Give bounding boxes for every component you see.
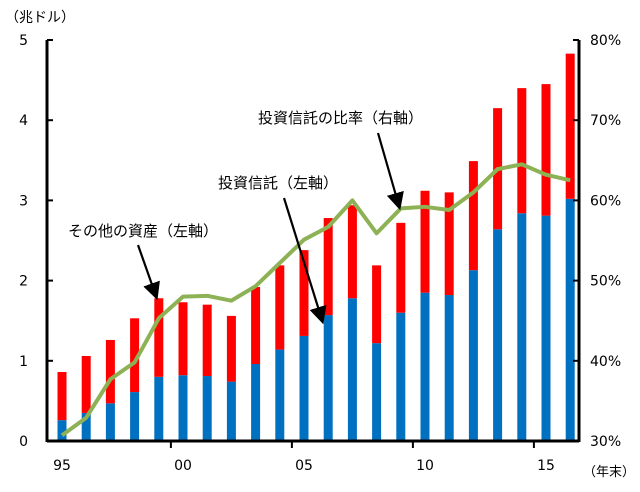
bar-other-assets-1996 bbox=[81, 355, 91, 413]
bar-other-assets-2006 bbox=[323, 218, 333, 316]
x-tick-label: 05 bbox=[295, 458, 313, 474]
bar-funds-1997 bbox=[105, 403, 115, 441]
bar-other-assets-2016 bbox=[565, 53, 575, 199]
bar-other-assets-2000 bbox=[178, 302, 188, 376]
bar-other-assets-2012 bbox=[468, 161, 478, 271]
bar-funds-1998 bbox=[130, 392, 140, 441]
bar-other-assets-1998 bbox=[130, 318, 140, 393]
bar-other-assets-1995 bbox=[57, 372, 67, 421]
axes-layer: 0 1 2 3 4 5 30% 40% 50% 60% 70% 80% 95 00 05 10 15 bbox=[19, 33, 621, 474]
right-tick-label: 80% bbox=[590, 33, 621, 49]
arrow-ratio bbox=[376, 132, 404, 211]
bar-funds-2005 bbox=[299, 335, 309, 441]
bar-other-assets-2007 bbox=[347, 205, 357, 299]
annotation-ratio: 投資信託の比率（右軸） bbox=[258, 109, 423, 127]
bar-other-assets-2002 bbox=[226, 315, 236, 382]
left-tick-label: 1 bbox=[19, 354, 28, 370]
bar-funds-2013 bbox=[493, 229, 503, 441]
annotation-funds: 投資信託（左軸） bbox=[218, 174, 338, 192]
bar-funds-1999 bbox=[154, 376, 164, 441]
right-tick-label: 50% bbox=[590, 274, 621, 290]
bar-funds-2006 bbox=[323, 315, 333, 441]
left-axis-unit-label: （兆ドル） bbox=[5, 10, 75, 26]
bar-other-assets-2011 bbox=[444, 192, 454, 296]
bar-funds-1996 bbox=[81, 412, 91, 441]
bar-funds-2000 bbox=[178, 375, 188, 441]
bar-other-assets-2015 bbox=[541, 84, 551, 216]
bar-other-assets-2005 bbox=[299, 250, 309, 336]
ratio-line-layer bbox=[60, 162, 571, 438]
bar-funds-2011 bbox=[444, 295, 454, 441]
x-tick-label: 10 bbox=[416, 458, 434, 474]
bar-funds-2003 bbox=[251, 364, 261, 441]
bar-funds-2012 bbox=[468, 270, 478, 441]
left-tick-label: 2 bbox=[19, 274, 28, 290]
bar-funds-2010 bbox=[420, 292, 430, 441]
bar-funds-1995 bbox=[57, 420, 67, 441]
bar-funds-2004 bbox=[275, 349, 285, 441]
arrow-other-assets bbox=[136, 244, 160, 301]
bar-funds-2014 bbox=[517, 213, 527, 441]
annotation-other-assets: その他の資産（左軸） bbox=[68, 222, 218, 240]
right-tick-label: 70% bbox=[590, 113, 621, 129]
bar-funds-2007 bbox=[347, 298, 357, 441]
left-tick-label: 4 bbox=[19, 113, 28, 129]
left-tick-label: 0 bbox=[19, 434, 28, 450]
bar-other-assets-2001 bbox=[202, 304, 212, 377]
x-tick-label: 00 bbox=[174, 458, 192, 474]
bar-funds-2001 bbox=[202, 376, 212, 441]
bar-other-assets-2009 bbox=[396, 222, 406, 313]
bar-other-assets-1997 bbox=[105, 339, 115, 404]
bar-funds-2015 bbox=[541, 215, 551, 441]
right-tick-label: 30% bbox=[590, 434, 621, 450]
bar-other-assets-1999 bbox=[154, 298, 164, 377]
bar-funds-2009 bbox=[396, 312, 406, 441]
bar-other-assets-2008 bbox=[372, 265, 382, 344]
x-tick-label: 15 bbox=[537, 458, 555, 474]
left-tick-label: 3 bbox=[19, 193, 28, 209]
arrow-funds bbox=[282, 197, 327, 325]
bar-other-assets-2014 bbox=[517, 88, 527, 214]
bar-other-assets-2003 bbox=[251, 287, 261, 365]
x-tick-label: 95 bbox=[53, 458, 71, 474]
bar-other-assets-2010 bbox=[420, 190, 430, 293]
left-tick-label: 5 bbox=[19, 33, 28, 49]
right-tick-label: 40% bbox=[590, 354, 621, 370]
ratio-line bbox=[60, 162, 571, 438]
bar-funds-2016 bbox=[565, 198, 575, 441]
right-tick-label: 60% bbox=[590, 193, 621, 209]
bar-funds-2008 bbox=[372, 343, 382, 441]
bar-funds-2002 bbox=[226, 381, 236, 441]
bar-other-assets-2004 bbox=[275, 265, 285, 350]
x-axis-unit-label: （年末） bbox=[583, 465, 635, 480]
